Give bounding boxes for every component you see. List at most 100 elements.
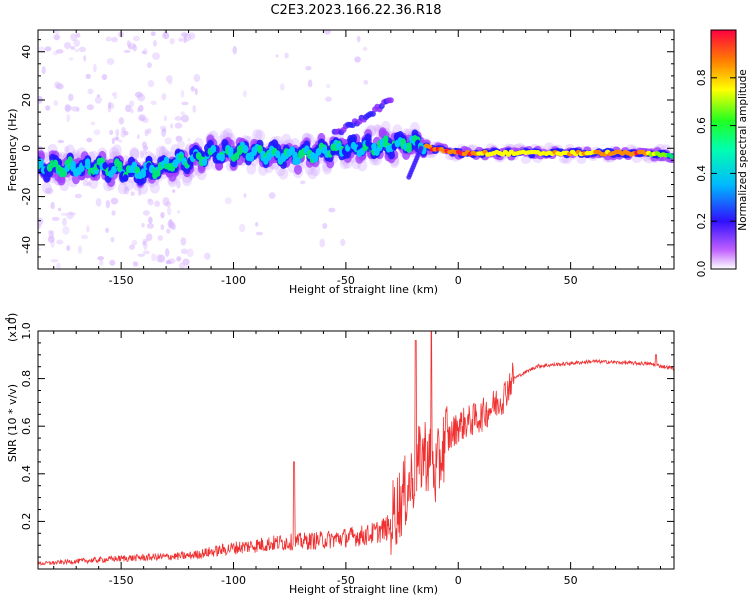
noise-speckle	[363, 79, 369, 85]
noise-speckle	[87, 88, 94, 95]
noise-speckle	[323, 30, 331, 35]
noise-speckle	[137, 189, 142, 196]
spectral-ridge-mark	[307, 167, 318, 180]
noise-speckle	[94, 96, 102, 104]
spectrogram-ytick-label: -20	[20, 188, 33, 206]
spectral-ridge-mark	[84, 158, 91, 166]
noise-speckle	[268, 192, 276, 199]
noise-speckle	[141, 117, 149, 124]
noise-speckle	[322, 222, 328, 230]
spectral-ridge-mark	[576, 155, 587, 164]
spectrogram-ytick-label: -40	[20, 236, 33, 254]
noise-speckle	[142, 250, 150, 255]
noise-speckle	[75, 32, 81, 38]
spectrogram-ticks: -150 -100 -50 0 50 -40 -20 0 20 40	[20, 30, 674, 287]
spectrogram-xtick-label: -150	[109, 274, 134, 287]
noise-speckle	[107, 105, 112, 113]
spectral-ridge-mark	[248, 154, 255, 162]
noise-speckle	[146, 223, 155, 229]
snr-series-line	[38, 331, 674, 566]
noise-speckle	[178, 37, 184, 42]
noise-speckle	[140, 152, 145, 159]
spectral-ridge-mark	[669, 154, 674, 159]
noise-speckle	[118, 139, 123, 143]
noise-speckle	[325, 96, 332, 102]
snr-axes-frame	[37, 330, 675, 570]
noise-speckle	[255, 222, 259, 227]
spectral-ridge-mark	[182, 174, 192, 187]
spectral-ridge-mark	[117, 182, 128, 195]
spectrogram-ytick-label: 0	[20, 145, 33, 152]
spectral-ridge-mark	[520, 155, 531, 164]
snr-xtick-label: 0	[455, 574, 462, 587]
spectral-ridge-mark	[242, 144, 249, 153]
snr-xtick-label: -100	[221, 574, 246, 587]
noise-speckle	[130, 191, 135, 197]
noise-speckle	[78, 245, 82, 255]
noise-speckle	[96, 94, 101, 98]
noise-speckle	[141, 222, 145, 228]
noise-speckle	[66, 245, 71, 251]
noise-speckle	[66, 114, 71, 123]
spectral-ridge-mark	[388, 150, 395, 160]
snr-multiplier-close: )	[6, 313, 19, 317]
noise-speckle	[168, 81, 173, 85]
noise-speckle	[110, 197, 119, 205]
spectral-ridge-mark	[222, 128, 233, 140]
noise-speckle	[48, 230, 54, 240]
noise-speckle	[110, 237, 115, 243]
snr-multiplier-base: (x10	[6, 317, 19, 342]
noise-speckle	[255, 231, 263, 236]
noise-speckle	[190, 86, 195, 92]
noise-speckle	[53, 34, 61, 41]
noise-speckle	[356, 35, 361, 43]
noise-speckle	[105, 199, 111, 209]
snr-xtick-label: -50	[337, 574, 355, 587]
colorbar-tick-label: 0.2	[696, 213, 708, 230]
noise-speckle	[44, 46, 52, 52]
spectral-ridge-mark	[561, 155, 572, 164]
noise-speckle	[139, 115, 145, 121]
noise-speckle	[136, 107, 141, 112]
noise-speckle	[85, 73, 91, 80]
noise-speckle	[57, 139, 64, 144]
noise-speckle	[172, 224, 176, 231]
spectral-ridge-mark	[111, 166, 117, 174]
noise-speckle	[204, 252, 211, 260]
noise-speckle	[109, 259, 116, 266]
spectral-ridge-mark	[246, 162, 257, 175]
noise-speckle	[130, 108, 134, 114]
snr-xtick-label: 50	[564, 574, 578, 587]
noise-speckle	[160, 145, 166, 152]
noise-speckle	[63, 146, 70, 154]
noise-speckle	[142, 210, 150, 216]
noise-speckle	[63, 42, 72, 50]
noise-speckle	[55, 49, 64, 54]
spectral-ridge-mark	[219, 153, 225, 162]
noise-speckle	[41, 66, 46, 75]
spectral-ridge-mark	[163, 156, 170, 165]
spectral-ridge-mark	[274, 150, 281, 159]
spectral-ridge-mark	[281, 133, 292, 146]
noise-speckle	[305, 65, 312, 71]
spectrogram-ytick-label: 20	[20, 93, 33, 107]
noise-speckle	[328, 207, 336, 213]
noise-speckle	[74, 153, 80, 157]
noise-speckle	[56, 262, 61, 269]
spectral-ridge-mark	[123, 178, 134, 191]
noise-speckle	[38, 224, 41, 229]
noise-speckle	[60, 212, 69, 216]
noise-speckle	[180, 237, 187, 246]
noise-speckle	[165, 201, 172, 208]
noise-speckle	[143, 241, 148, 251]
noise-speckle	[105, 36, 112, 42]
snr-ytick-label: 0.8	[20, 370, 33, 388]
noise-speckle	[157, 254, 166, 263]
colorbar-tick-label: 0.4	[696, 165, 708, 182]
noise-speckle	[57, 207, 62, 212]
noise-speckle	[59, 153, 63, 161]
snr-ytick-label: 0.4	[20, 465, 33, 483]
noise-speckle	[180, 89, 185, 98]
noise-speckle	[56, 239, 64, 245]
noise-speckle	[284, 52, 289, 59]
